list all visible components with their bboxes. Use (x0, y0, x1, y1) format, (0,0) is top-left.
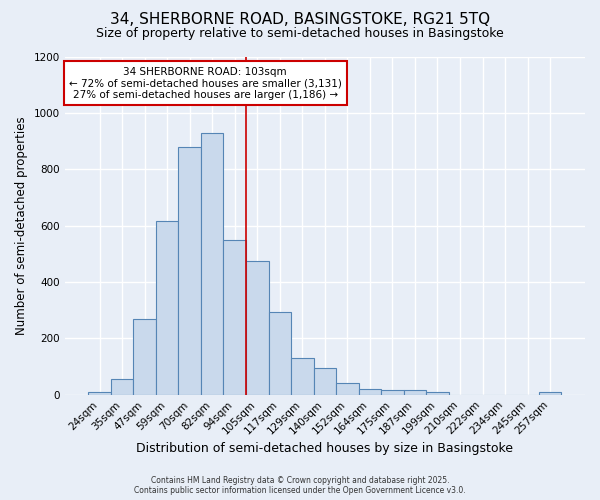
Y-axis label: Number of semi-detached properties: Number of semi-detached properties (15, 116, 28, 335)
Bar (269, 312, 291, 394)
Bar (88, 392, 111, 394)
Bar (111, 379, 133, 394)
Bar (291, 358, 314, 395)
Bar (381, 390, 404, 394)
X-axis label: Distribution of semi-detached houses by size in Basingstoke: Distribution of semi-detached houses by … (136, 442, 514, 455)
Bar (156, 222, 178, 394)
Bar (223, 240, 246, 394)
Text: Size of property relative to semi-detached houses in Basingstoke: Size of property relative to semi-detach… (96, 28, 504, 40)
Bar (404, 390, 426, 394)
Bar (539, 392, 562, 394)
Bar (336, 384, 359, 394)
Bar (314, 368, 336, 394)
Text: Contains HM Land Registry data © Crown copyright and database right 2025.
Contai: Contains HM Land Registry data © Crown c… (134, 476, 466, 495)
Bar (359, 388, 381, 394)
Text: 34, SHERBORNE ROAD, BASINGSTOKE, RG21 5TQ: 34, SHERBORNE ROAD, BASINGSTOKE, RG21 5T… (110, 12, 490, 28)
Bar (201, 132, 223, 394)
Bar (246, 261, 269, 394)
Bar (178, 146, 201, 394)
Bar (426, 392, 449, 394)
Text: 34 SHERBORNE ROAD: 103sqm
← 72% of semi-detached houses are smaller (3,131)
27% : 34 SHERBORNE ROAD: 103sqm ← 72% of semi-… (69, 66, 341, 100)
Bar (133, 318, 156, 394)
